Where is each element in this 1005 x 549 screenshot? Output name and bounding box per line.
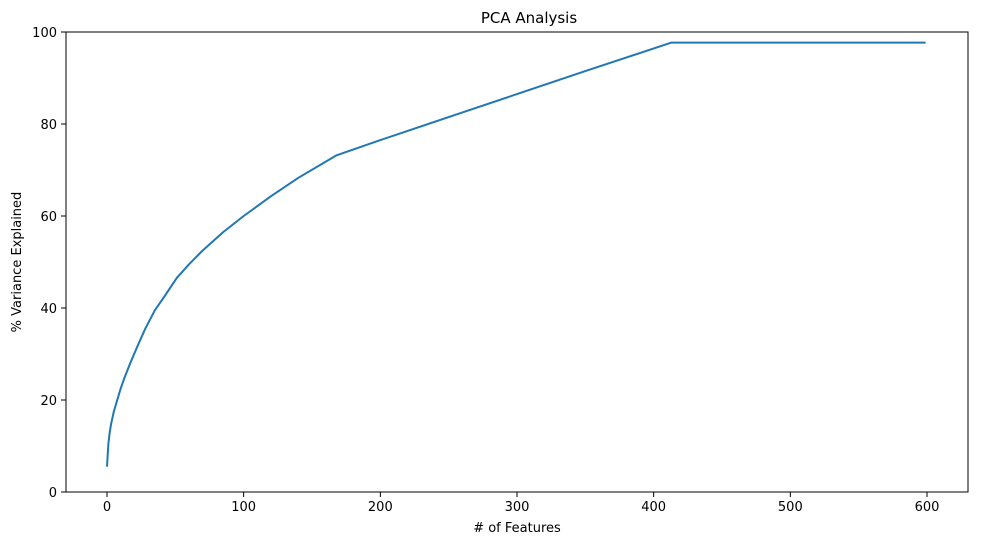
y-tick-label: 80 [40, 118, 57, 133]
y-tick-label: 20 [40, 394, 57, 409]
x-tick-label: 100 [231, 500, 256, 515]
series-line-0 [106, 41, 926, 467]
y-tick-label: 60 [40, 210, 57, 225]
y-axis: 0 20 40 60 80 100 [32, 26, 66, 501]
chart-title: PCA Analysis [481, 9, 578, 27]
x-tick-label: 300 [505, 500, 530, 515]
x-tick-label: 200 [368, 500, 393, 515]
x-axis-label: # of Features [473, 521, 561, 536]
y-tick-label: 0 [49, 486, 57, 501]
x-tick-label: 400 [641, 500, 666, 515]
x-axis: 0 100 200 300 400 500 600 [103, 492, 940, 515]
y-tick-label: 40 [40, 302, 57, 317]
plot-area [106, 41, 926, 467]
y-tick-label: 100 [32, 26, 57, 41]
x-tick-label: 600 [915, 500, 940, 515]
plot-frame [65, 31, 969, 493]
y-axis-label: % Variance Explained [10, 192, 25, 333]
x-tick-label: 0 [103, 500, 111, 515]
x-tick-label: 500 [778, 500, 803, 515]
